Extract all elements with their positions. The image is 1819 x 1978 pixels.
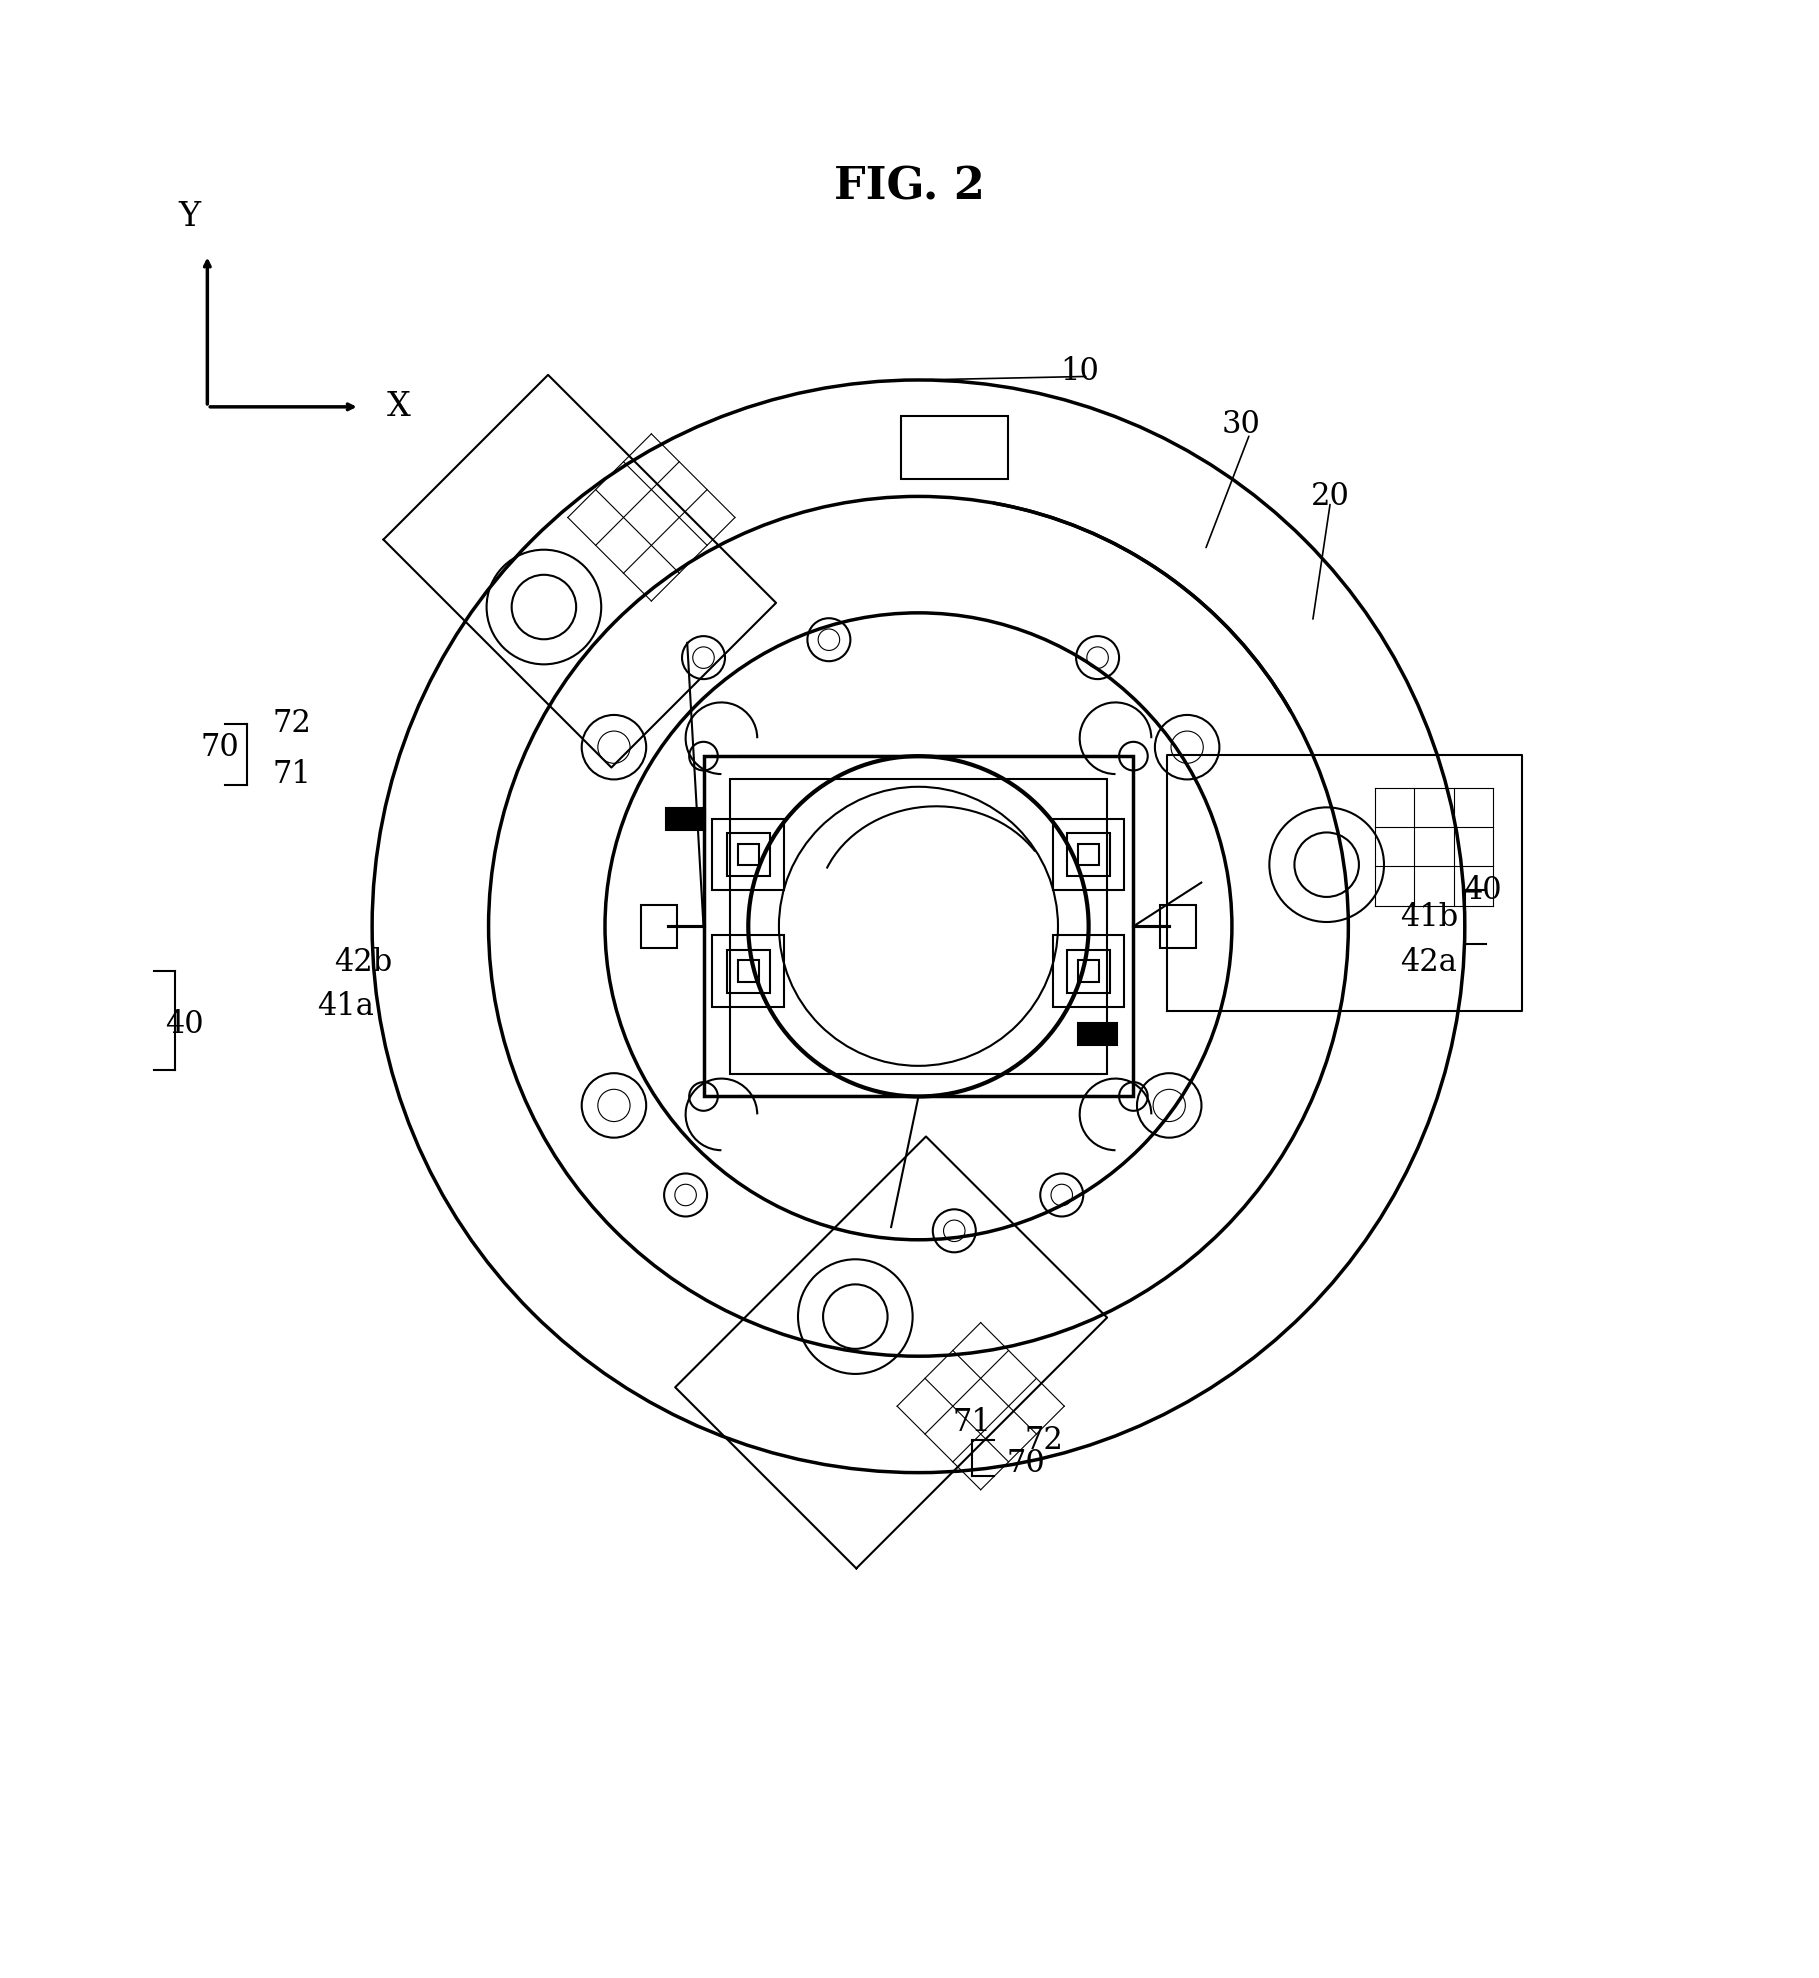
- Text: 70: 70: [1006, 1448, 1046, 1480]
- Text: 42a: 42a: [1401, 947, 1457, 977]
- Text: 40: 40: [166, 1009, 204, 1040]
- Text: Y: Y: [178, 202, 200, 233]
- Text: 10: 10: [1060, 356, 1099, 386]
- Text: 72: 72: [273, 708, 311, 740]
- Text: 72: 72: [1024, 1424, 1064, 1456]
- Text: 42b: 42b: [335, 947, 393, 977]
- Bar: [1079, 1023, 1117, 1044]
- Text: FIG. 2: FIG. 2: [835, 164, 984, 208]
- Text: 30: 30: [1221, 409, 1261, 441]
- Text: 41b: 41b: [1401, 902, 1459, 934]
- Text: 40: 40: [1462, 874, 1502, 906]
- Text: 20: 20: [1311, 481, 1350, 512]
- Text: 41a: 41a: [317, 991, 373, 1023]
- Text: X: X: [386, 392, 411, 423]
- Text: 71: 71: [953, 1406, 991, 1438]
- Text: 71: 71: [273, 758, 311, 789]
- Bar: [666, 809, 706, 829]
- Text: 70: 70: [200, 732, 240, 764]
